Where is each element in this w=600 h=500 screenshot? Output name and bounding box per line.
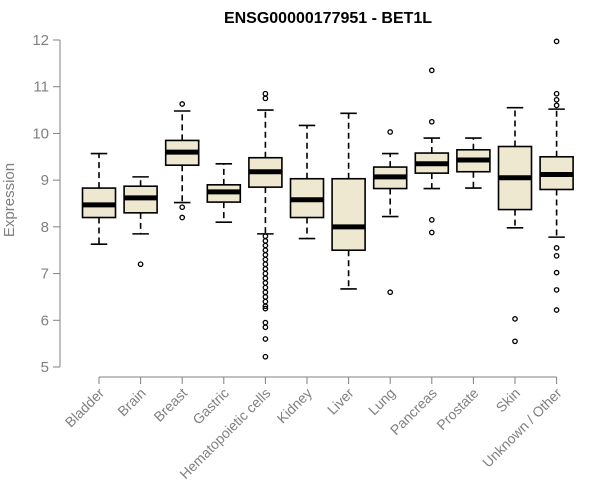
x-category-label: Lung	[365, 385, 398, 418]
outlier-point	[428, 217, 435, 223]
outlier-point	[262, 270, 269, 277]
x-category-label: Kidney	[274, 385, 316, 427]
outlier-point	[553, 38, 560, 45]
outlier-point	[262, 305, 269, 312]
outlier-point	[179, 214, 186, 221]
box-plot-group	[539, 38, 574, 313]
box-plot-group	[372, 129, 408, 296]
outlier-point	[137, 261, 144, 268]
outlier-point	[512, 338, 518, 345]
outlier-point	[262, 319, 269, 326]
x-category-label: Liver	[324, 385, 357, 418]
outlier-point	[428, 229, 435, 236]
outlier-point	[262, 242, 269, 249]
box-plot-group	[497, 106, 533, 345]
x-category-label: Bladder	[62, 385, 108, 431]
outlier-point	[262, 353, 269, 360]
box-plot-group	[164, 101, 200, 221]
chart-title: ENSG00000177951 - BET1L	[224, 10, 432, 27]
box-plot-group	[289, 124, 325, 240]
box-plot-group	[331, 112, 366, 290]
outlier-point	[262, 289, 269, 296]
outlier-point	[428, 118, 435, 125]
outlier-point	[262, 90, 269, 97]
box-plot-group	[414, 67, 450, 236]
outlier-point	[553, 96, 560, 103]
x-category-label: Brain	[114, 385, 148, 419]
y-tick-label: 6	[41, 312, 49, 329]
box-plot-group	[123, 176, 158, 268]
outlier-point	[262, 284, 269, 291]
outlier-point	[553, 102, 560, 109]
iqr-box	[331, 177, 366, 252]
y-tick-label: 8	[41, 219, 49, 236]
x-category-label: Unknown / Other	[479, 385, 565, 471]
outlier-point	[387, 129, 394, 135]
outlier-point	[262, 303, 269, 310]
box-plot-group	[248, 90, 283, 360]
x-category-label: Breast	[150, 385, 190, 425]
outlier-point	[262, 252, 269, 258]
outlier-point	[262, 256, 269, 263]
outlier-point	[387, 289, 394, 296]
outlier-point	[262, 294, 269, 300]
outlier-point	[262, 261, 269, 268]
outlier-point	[553, 307, 560, 313]
outlier-point	[553, 245, 560, 251]
y-tick-label: 5	[41, 359, 49, 376]
boxes-group	[81, 38, 574, 360]
box-plot-group	[81, 152, 117, 245]
outlier-point	[262, 247, 269, 254]
y-tick-label: 11	[33, 79, 49, 96]
outlier-point	[553, 90, 560, 97]
outlier-point	[262, 336, 269, 342]
x-category-label: Skin	[493, 385, 524, 416]
outlier-point	[428, 67, 435, 74]
y-tick-label: 9	[41, 172, 49, 189]
y-tick-label: 10	[32, 125, 49, 142]
y-tick-label: 12	[32, 32, 49, 49]
outlier-point	[553, 287, 560, 293]
x-category-label: Prostate	[433, 385, 481, 433]
box-plot-group	[456, 137, 491, 189]
outlier-point	[262, 324, 269, 331]
outlier-point	[262, 238, 269, 244]
outlier-point	[553, 269, 560, 276]
outlier-point	[262, 266, 269, 272]
axis-group: 5 6 7 8 9 10 11 12	[32, 32, 558, 384]
outlier-point	[179, 204, 186, 211]
y-axis-label: Expression	[1, 163, 18, 237]
outlier-point	[512, 316, 518, 322]
y-tick-label: 7	[41, 266, 49, 283]
outlier-point	[262, 275, 269, 282]
outlier-point	[262, 95, 269, 102]
outlier-point	[179, 101, 186, 107]
outlier-point	[553, 252, 560, 259]
outlier-point	[262, 280, 269, 286]
box-plot-group	[206, 162, 242, 223]
outlier-point	[262, 298, 269, 305]
